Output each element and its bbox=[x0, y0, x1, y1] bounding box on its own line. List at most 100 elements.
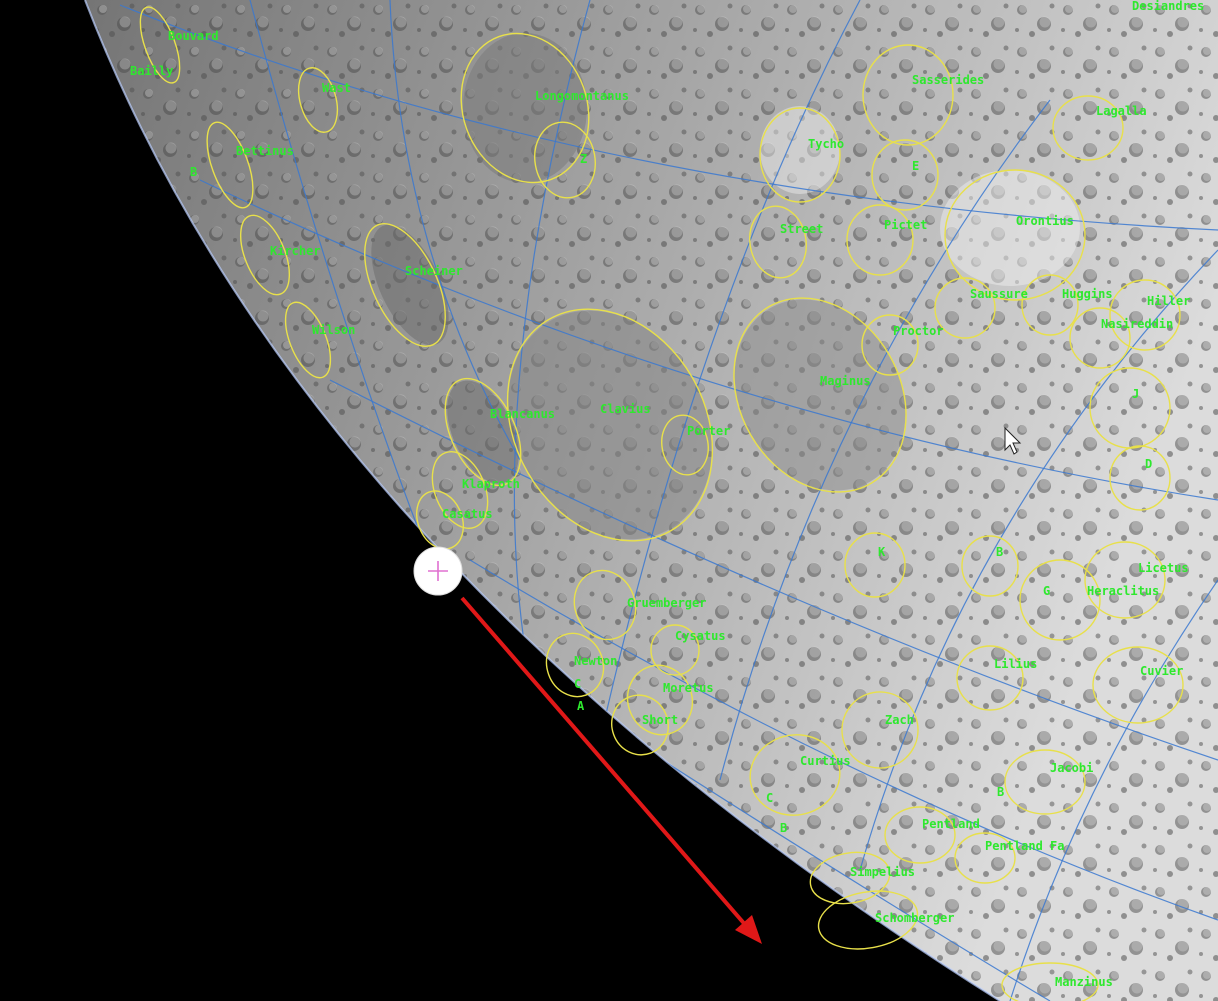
crater-label: Newton bbox=[574, 654, 617, 668]
crater-label: D bbox=[1145, 457, 1152, 471]
crater-label: Manzinus bbox=[1055, 975, 1113, 989]
crater-outline bbox=[626, 664, 694, 736]
crater-outline bbox=[284, 301, 332, 379]
crater-outline bbox=[416, 490, 464, 550]
crater-outline bbox=[817, 890, 919, 950]
crater-label: Kircher bbox=[270, 244, 321, 258]
crater-label: Sasserides bbox=[912, 73, 984, 87]
crater-label: Gruemberger bbox=[627, 596, 706, 610]
crater-outline bbox=[1001, 962, 1099, 1001]
crater-label: Lilius bbox=[994, 657, 1037, 671]
crater-label: Longomontanus bbox=[535, 89, 629, 103]
crater-outline bbox=[1109, 445, 1171, 511]
crater-label: Cysatus bbox=[675, 629, 726, 643]
crater-label: Moretus bbox=[663, 681, 714, 695]
crater-outline bbox=[460, 32, 590, 184]
crater-label: B bbox=[190, 165, 197, 179]
crater-label: Bailly bbox=[130, 64, 173, 78]
crater-label: B bbox=[997, 785, 1004, 799]
crater-outline bbox=[1084, 541, 1166, 619]
crater-outline bbox=[297, 67, 339, 133]
crater-label: Z bbox=[580, 152, 587, 166]
crater-label: Nasireddin bbox=[1101, 317, 1173, 331]
crater-label: G bbox=[1043, 584, 1050, 598]
crater-label: B bbox=[996, 545, 1003, 559]
crater-label: Blancanus bbox=[490, 407, 555, 421]
crater-outline bbox=[961, 535, 1019, 597]
crater-label: Maginus bbox=[820, 374, 871, 388]
crater-label: Licetus bbox=[1138, 561, 1189, 575]
crater-label: Pentland Fa bbox=[985, 839, 1064, 853]
crater-outline bbox=[364, 222, 446, 348]
crater-label: Tycho bbox=[808, 137, 844, 151]
crater-label: Desiandres bbox=[1132, 0, 1204, 13]
crater-outline bbox=[239, 214, 291, 296]
crater-label: Bouvard bbox=[168, 29, 219, 43]
crater-label: K bbox=[878, 545, 886, 559]
crater-label: Wilson bbox=[312, 323, 355, 337]
crater-outline bbox=[749, 205, 807, 279]
crater-label: Porter bbox=[687, 424, 730, 438]
crater-label: Proctor bbox=[893, 324, 944, 338]
crater-label: Schomberger bbox=[875, 911, 954, 925]
crater-outline bbox=[431, 451, 489, 529]
crater-label: E bbox=[912, 159, 919, 173]
crater-label: B bbox=[780, 821, 787, 835]
crater-outline bbox=[884, 806, 956, 864]
crosshair-circle-icon[interactable] bbox=[413, 546, 463, 596]
crater-outline bbox=[934, 277, 996, 339]
crater-outline bbox=[139, 6, 181, 84]
crater-outline bbox=[809, 851, 891, 905]
crater-outline bbox=[1004, 749, 1086, 815]
crater-outline bbox=[841, 691, 919, 769]
crater-label: C bbox=[766, 791, 773, 805]
crater-label: Bettinus bbox=[236, 144, 294, 158]
crater-outline bbox=[1021, 274, 1079, 336]
crater-label: Saussure bbox=[970, 287, 1028, 301]
crater-label: C bbox=[574, 677, 581, 691]
crater-outline bbox=[1052, 95, 1124, 161]
coordinate-grid bbox=[119, 0, 1218, 1001]
crater-label: Simpelius bbox=[850, 865, 915, 879]
crater-outline bbox=[861, 314, 919, 376]
crater-label: A bbox=[577, 699, 585, 713]
crater-outline bbox=[954, 832, 1016, 884]
crater-label: J bbox=[1132, 387, 1139, 401]
crater-outlines bbox=[139, 6, 1184, 1001]
crater-outline bbox=[545, 632, 605, 698]
crater-label: Zach bbox=[885, 713, 914, 727]
crater-outline bbox=[1069, 307, 1131, 369]
crater-label: Hiller bbox=[1147, 294, 1190, 308]
crater-outline bbox=[661, 414, 709, 476]
crater-outline bbox=[733, 297, 907, 493]
crater-outline bbox=[871, 139, 939, 211]
crater-outline bbox=[506, 308, 714, 542]
crater-outline bbox=[1092, 646, 1184, 724]
crater-outline bbox=[534, 121, 596, 199]
crater-label: Casatus bbox=[442, 507, 493, 521]
crater-outline bbox=[749, 734, 841, 816]
crater-outline bbox=[759, 107, 841, 203]
arrow-indicator-icon bbox=[460, 596, 762, 944]
crater-label: Klaproth bbox=[462, 477, 520, 491]
crater-outline bbox=[206, 121, 254, 209]
crater-label: Curtius bbox=[800, 754, 851, 768]
crater-label: Clavius bbox=[600, 402, 651, 416]
crater-outline bbox=[1109, 279, 1181, 351]
crater-label: Jacobi bbox=[1050, 761, 1093, 775]
crater-label: Huggins bbox=[1062, 287, 1113, 301]
crater-outline bbox=[956, 645, 1024, 711]
crater-outline bbox=[844, 532, 906, 598]
crater-label: Pentland bbox=[922, 817, 980, 831]
crater-label: Lagalla bbox=[1096, 104, 1147, 118]
crater-label: Cuvier bbox=[1140, 664, 1183, 678]
crater-label: Scheiner bbox=[405, 264, 463, 278]
crater-outline bbox=[573, 569, 637, 641]
crater-outline bbox=[444, 377, 522, 487]
crater-label: Heraclitus bbox=[1087, 584, 1159, 598]
lunar-limb bbox=[84, 0, 1001, 1001]
crater-label: Wast bbox=[322, 81, 351, 95]
crater-label: Street bbox=[780, 222, 823, 236]
